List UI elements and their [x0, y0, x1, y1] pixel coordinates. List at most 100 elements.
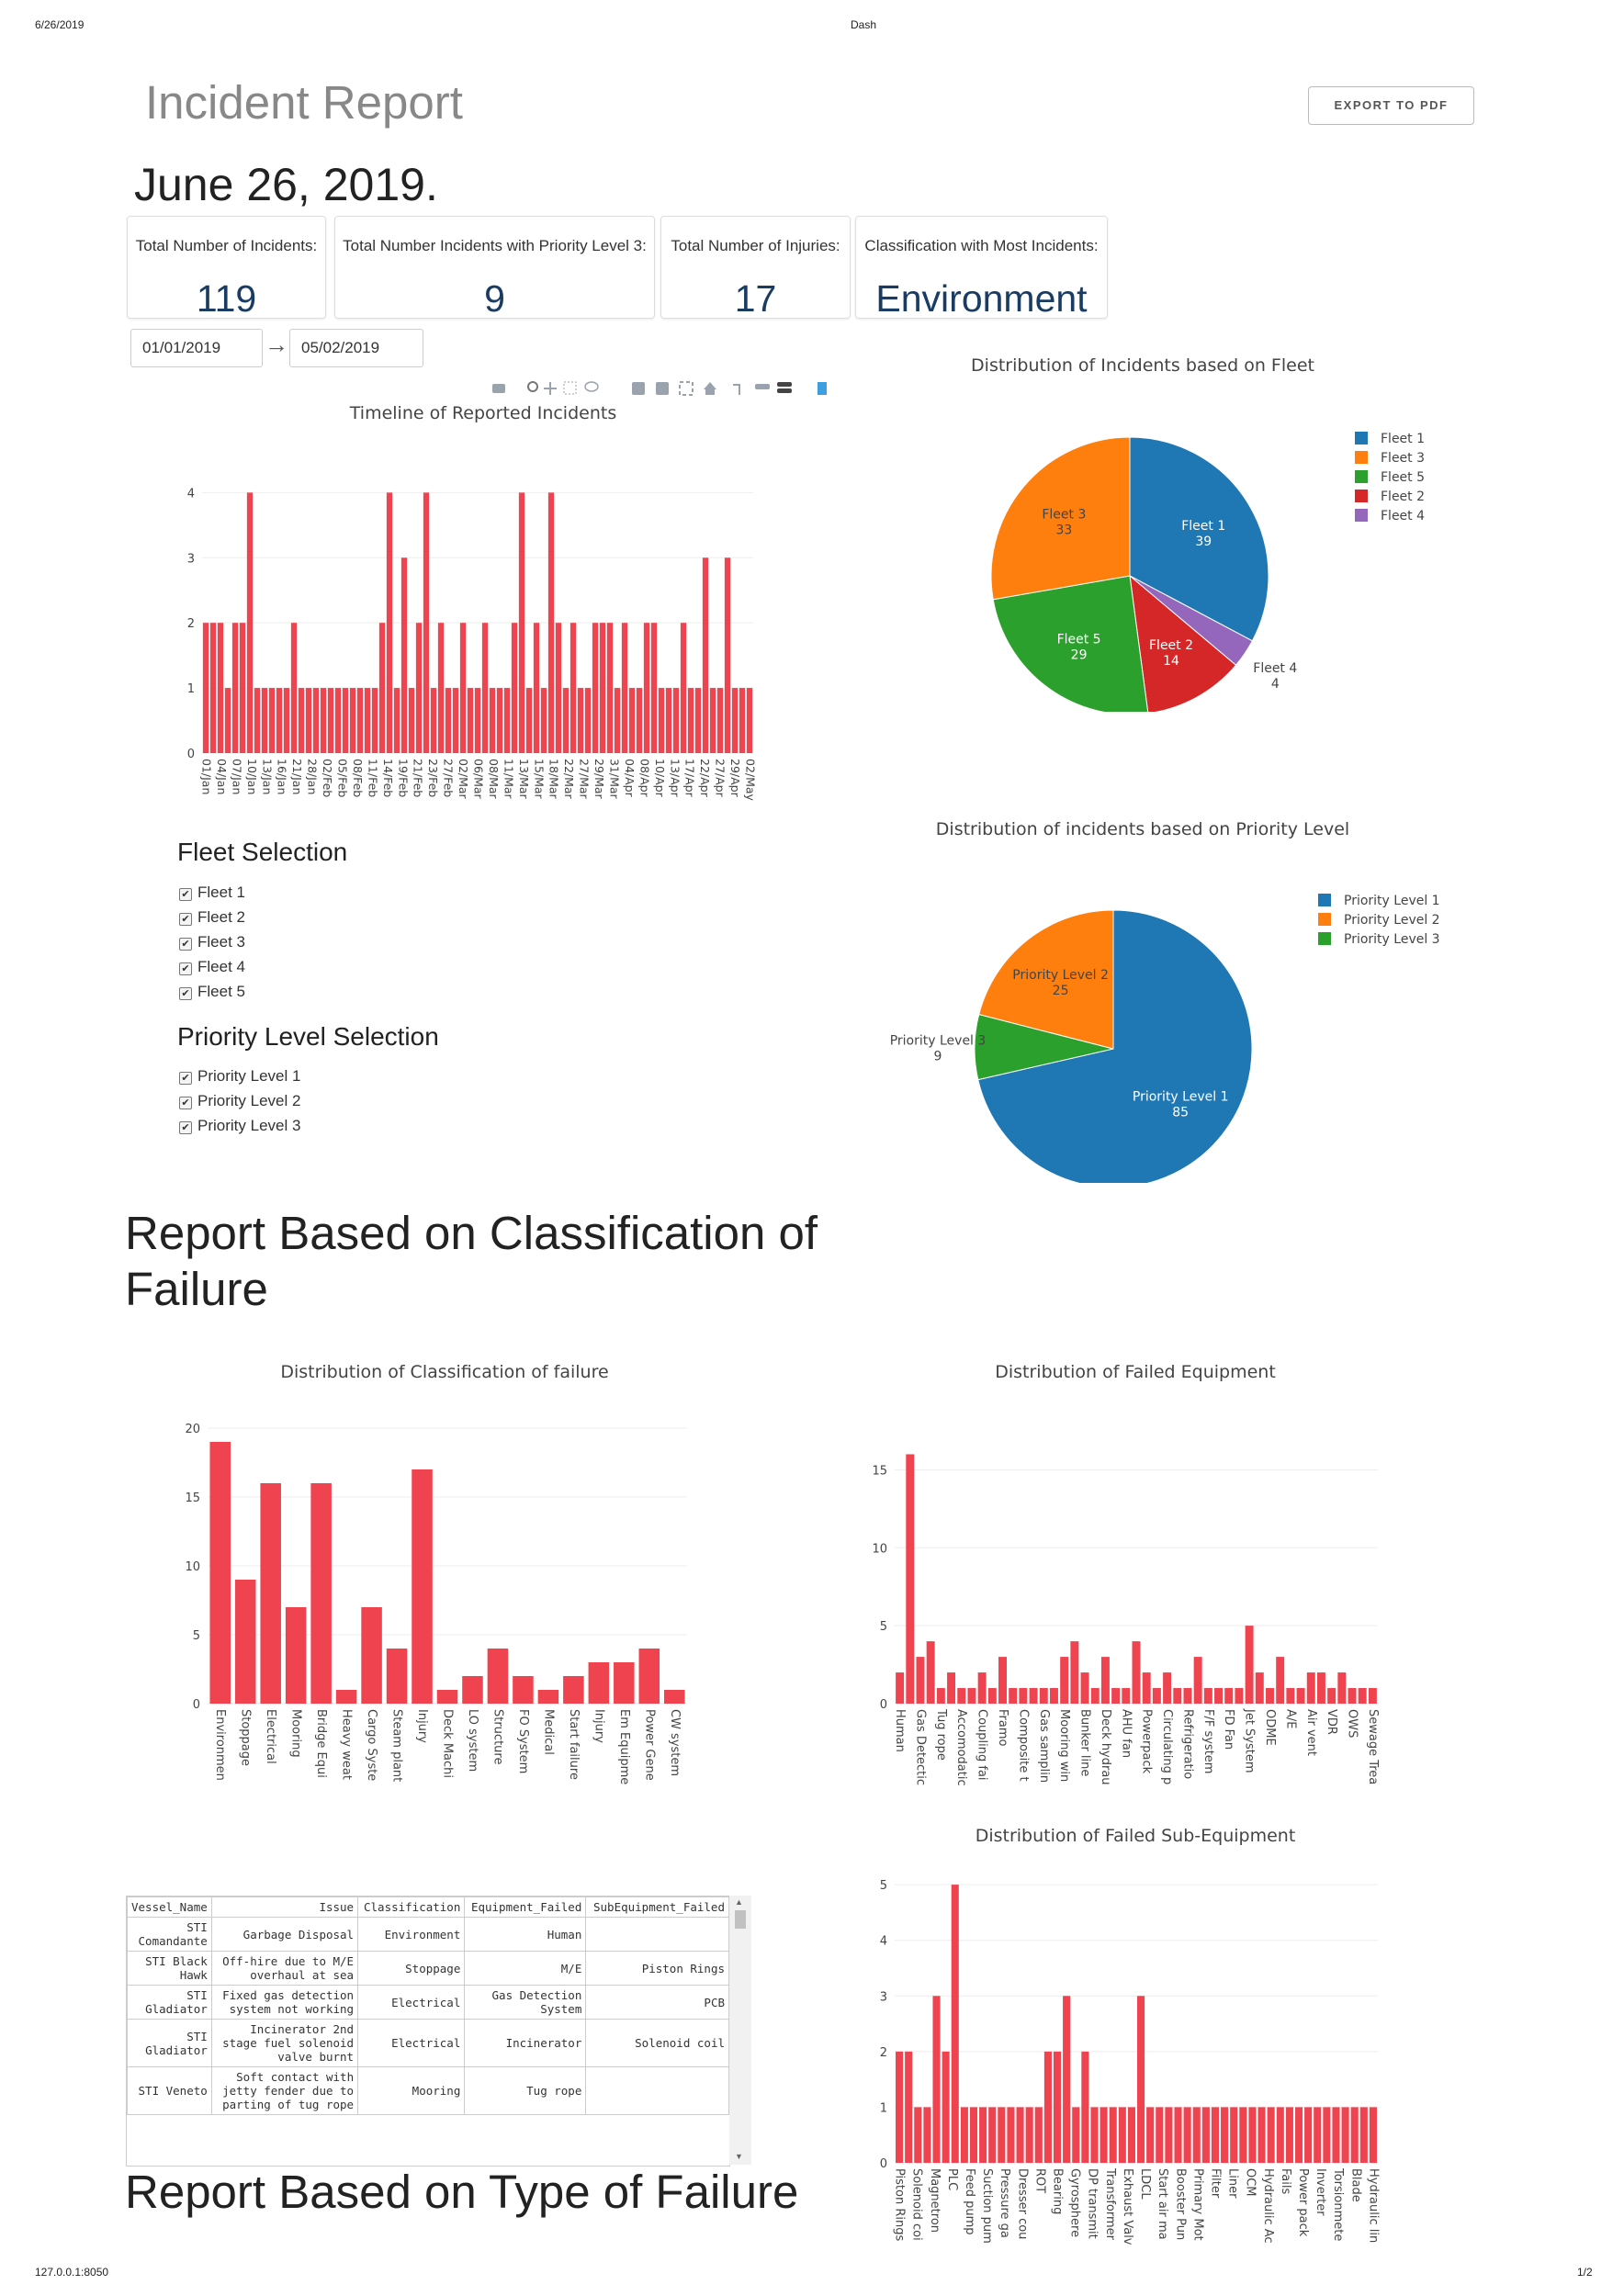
table-cell[interactable]: Garbage Disposal: [210, 1917, 359, 1952]
x-tick-label: 29/Mar: [592, 759, 606, 800]
column-header[interactable]: Classification: [357, 1896, 466, 1918]
table-cell[interactable]: Incinerator 2nd stage fuel solenoid valv…: [210, 2019, 359, 2067]
column-header[interactable]: Equipment_Failed: [464, 1896, 587, 1918]
table-cell[interactable]: Solenoid coil: [585, 2019, 729, 2067]
export-pdf-button[interactable]: EXPORT TO PDF: [1308, 86, 1474, 125]
x-tick-label: Refrigeratio: [1180, 1709, 1194, 1779]
table-cell[interactable]: Stoppage: [357, 1951, 466, 1986]
bar: [555, 623, 562, 753]
table-cell[interactable]: M/E: [464, 1951, 587, 1986]
table-scrollbar[interactable]: ▲ ▼: [729, 1896, 751, 2165]
bar: [1214, 1688, 1224, 1704]
bar: [1192, 2107, 1201, 2163]
checkmark-icon[interactable]: ✔: [179, 1121, 192, 1134]
bar: [960, 2107, 968, 2163]
table-cell[interactable]: Soft contact with jetty fender due to pa…: [210, 2066, 359, 2115]
lasso-icon[interactable]: [584, 381, 599, 392]
table-row[interactable]: STI Gladiator Incinerator 2nd stage fuel …: [127, 2019, 729, 2067]
checkmark-icon[interactable]: ✔: [179, 987, 192, 1000]
x-tick-label: Injury: [415, 1709, 429, 1743]
priority-option-label: Priority Level 1: [197, 1067, 301, 1085]
table-cell[interactable]: [585, 1917, 729, 1952]
fleet-option-checkbox[interactable]: ✔ Fleet 4: [179, 958, 245, 976]
plotly-logo-icon[interactable]: [818, 382, 827, 395]
priority-option-checkbox[interactable]: ✔ Priority Level 1: [179, 1067, 300, 1086]
column-header[interactable]: Issue: [210, 1896, 359, 1918]
table-cell[interactable]: Electrical: [357, 1985, 466, 2020]
table-cell[interactable]: [585, 2066, 729, 2115]
start-date-input[interactable]: 01/01/2019: [130, 329, 263, 367]
table-cell[interactable]: STI Black Hawk: [127, 1951, 212, 1986]
table-cell[interactable]: Environment: [357, 1917, 466, 1952]
x-tick-label: Electrical: [264, 1709, 277, 1764]
table-cell[interactable]: Gas Detection System: [464, 1985, 587, 2020]
bar: [1323, 2107, 1331, 2163]
x-tick-label: 13/Mar: [517, 759, 531, 800]
priority-option-checkbox[interactable]: ✔ Priority Level 3: [179, 1117, 300, 1135]
scroll-up-icon[interactable]: ▲: [735, 1897, 743, 1907]
checkmark-icon[interactable]: ✔: [179, 962, 192, 975]
bar: [408, 688, 415, 753]
table-cell[interactable]: STI Gladiator: [127, 2019, 212, 2067]
incident-table[interactable]: Vessel_Name Issue Classification Equipment_…: [126, 1896, 730, 2167]
fleet-option-checkbox[interactable]: ✔ Fleet 3: [179, 933, 245, 951]
checkmark-icon[interactable]: ✔: [179, 938, 192, 951]
bar: [1146, 2107, 1155, 2163]
checkmark-icon[interactable]: ✔: [179, 913, 192, 926]
scroll-thumb[interactable]: [735, 1910, 746, 1929]
checkmark-icon[interactable]: ✔: [179, 1072, 192, 1085]
table-cell[interactable]: Off-hire due to M/E overhaul at sea: [210, 1951, 359, 1986]
x-tick-label: 02/Feb: [321, 759, 334, 797]
x-tick-label: Inverter: [1314, 2168, 1327, 2216]
column-header[interactable]: SubEquipment_Failed: [585, 1896, 729, 1918]
table-row[interactable]: STI Gladiator Fixed gas detection system …: [127, 1985, 729, 2020]
table-cell[interactable]: PCB: [585, 1985, 729, 2020]
checkmark-icon[interactable]: ✔: [179, 888, 192, 901]
table-cell[interactable]: Piston Rings: [585, 1951, 729, 1986]
x-tick-label: Circulating p: [1160, 1709, 1174, 1784]
table-row[interactable]: STI Veneto Soft contact with jetty fender…: [127, 2066, 729, 2115]
reset-axes-icon[interactable]: [704, 382, 716, 395]
bar: [709, 688, 716, 753]
autoscale-icon[interactable]: [679, 381, 694, 396]
camera-icon[interactable]: [492, 384, 505, 393]
x-tick-label: 02/Mar: [457, 759, 470, 800]
zoom-out-icon[interactable]: [656, 382, 669, 395]
x-tick-label: 28/Jan: [306, 759, 320, 794]
fleet-option-checkbox[interactable]: ✔ Fleet 2: [179, 908, 245, 927]
table-cell[interactable]: STI Gladiator: [127, 1985, 212, 2020]
table-row[interactable]: STI Black Hawk Off-hire due to M/E overha…: [127, 1951, 729, 1986]
zoom-in-icon[interactable]: [632, 382, 645, 395]
table-cell[interactable]: Mooring: [357, 2066, 466, 2115]
table-cell[interactable]: STI Comandante: [127, 1917, 212, 1952]
table-cell[interactable]: Tug rope: [464, 2066, 587, 2115]
bar: [916, 1657, 925, 1704]
chart-title: Distribution of Failed Sub-Equipment: [976, 1826, 1296, 1846]
bar: [987, 1688, 997, 1704]
y-tick-label: 1: [187, 682, 195, 696]
column-header[interactable]: Vessel_Name: [127, 1896, 212, 1918]
spike-lines-icon[interactable]: [739, 384, 740, 395]
box-select-icon[interactable]: [563, 381, 577, 395]
x-tick-label: Gas Detectic: [913, 1709, 927, 1785]
table-cell[interactable]: STI Veneto: [127, 2066, 212, 2115]
table-cell[interactable]: Human: [464, 1917, 587, 1952]
table-row[interactable]: STI Comandante Garbage Disposal Environmen…: [127, 1917, 729, 1952]
hover-closest-icon[interactable]: [755, 384, 770, 389]
slice-label: Priority Level 1: [1133, 1089, 1229, 1104]
bar: [1029, 1688, 1038, 1704]
table-cell[interactable]: Incinerator: [464, 2019, 587, 2067]
priority-selection-title: Priority Level Selection: [177, 1022, 439, 1051]
priority-option-checkbox[interactable]: ✔ Priority Level 2: [179, 1092, 300, 1110]
x-tick-label: VDR: [1325, 1709, 1338, 1735]
fleet-option-checkbox[interactable]: ✔ Fleet 1: [179, 884, 245, 902]
table-cell[interactable]: Electrical: [357, 2019, 466, 2067]
end-date-input[interactable]: 05/02/2019: [289, 329, 423, 367]
scroll-down-icon[interactable]: ▼: [735, 2152, 743, 2161]
bar: [1049, 1688, 1058, 1704]
table-cell[interactable]: Fixed gas detection system not working: [210, 1985, 359, 2020]
checkmark-icon[interactable]: ✔: [179, 1097, 192, 1109]
fleet-option-checkbox[interactable]: ✔ Fleet 5: [179, 983, 245, 1001]
hover-compare-icon[interactable]: [777, 382, 792, 387]
zoom-icon[interactable]: [527, 381, 538, 392]
